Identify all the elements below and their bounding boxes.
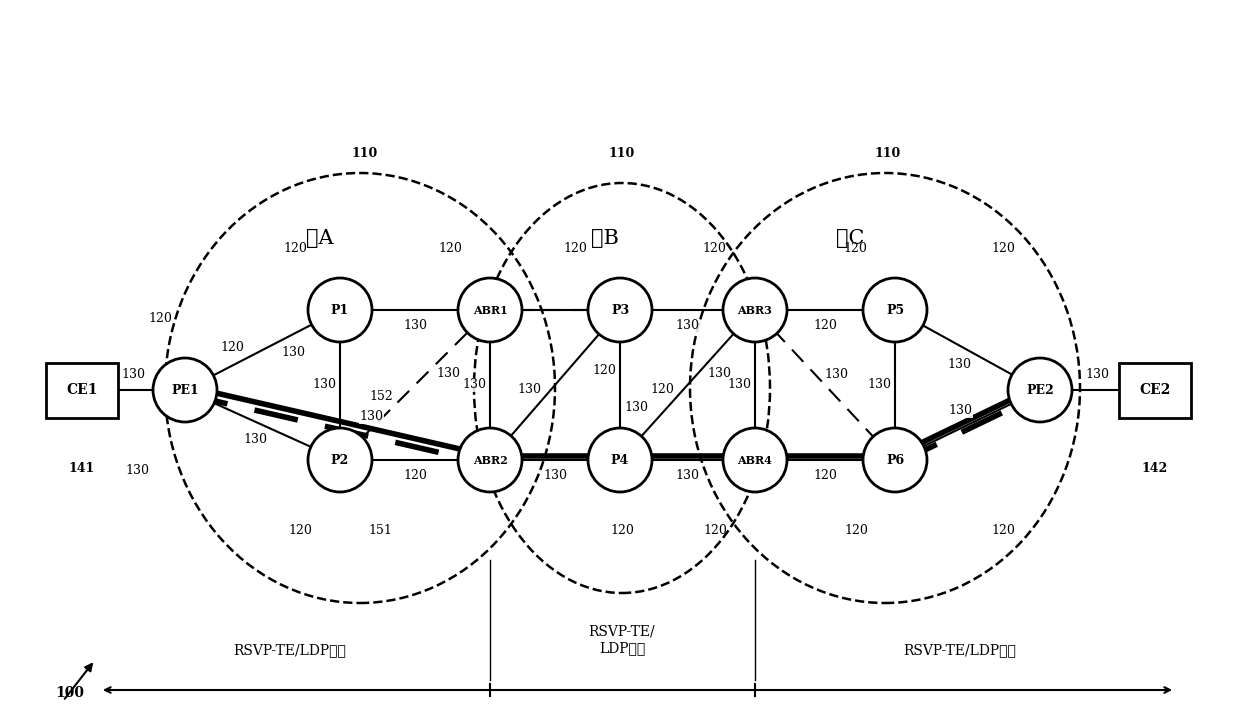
Circle shape [723,278,787,342]
Text: PE2: PE2 [1027,384,1054,397]
Text: RSVP-TE/LDP信令: RSVP-TE/LDP信令 [904,643,1017,657]
Text: 120: 120 [610,523,634,536]
Text: P3: P3 [611,303,629,316]
Circle shape [863,278,928,342]
Circle shape [588,278,652,342]
Text: 120: 120 [813,469,837,482]
Text: 130: 130 [624,401,649,414]
Text: 120: 120 [843,242,867,255]
Text: 域A: 域A [306,229,334,248]
Text: ABR1: ABR1 [472,305,507,316]
Text: 130: 130 [436,367,461,380]
Text: 130: 130 [727,379,751,392]
Text: P2: P2 [331,453,350,466]
Text: 130: 130 [708,366,732,379]
Text: 130: 130 [949,404,972,417]
Text: 130: 130 [825,368,848,381]
Text: 120: 120 [991,242,1014,255]
Text: 130: 130 [676,319,699,332]
Text: CE1: CE1 [66,383,98,397]
Text: ABR4: ABR4 [738,455,773,466]
Text: 110: 110 [875,147,901,160]
Text: RSVP-TE/
LDP信令: RSVP-TE/ LDP信令 [589,625,655,655]
Text: 120: 120 [991,523,1014,536]
Text: 120: 120 [650,383,675,396]
Text: 110: 110 [609,147,635,160]
FancyBboxPatch shape [46,363,118,418]
Text: 130: 130 [676,469,699,482]
FancyBboxPatch shape [1118,363,1190,418]
Text: PE1: PE1 [171,384,198,397]
Text: 120: 120 [844,523,868,536]
Text: 120: 120 [148,311,172,324]
Text: 130: 130 [122,368,145,381]
Text: 130: 130 [403,319,427,332]
Circle shape [458,278,522,342]
Circle shape [863,428,928,492]
Text: 110: 110 [352,147,378,160]
Text: 130: 130 [518,383,542,396]
Text: 130: 130 [1085,368,1110,381]
Text: 120: 120 [591,363,616,376]
Text: 120: 120 [283,242,308,255]
Text: 120: 120 [702,242,725,255]
Text: 120: 120 [563,242,587,255]
Text: 130: 130 [281,346,305,358]
Text: 120: 120 [219,341,244,354]
Circle shape [588,428,652,492]
Text: 120: 120 [813,319,837,332]
Text: 域B: 域B [591,229,619,248]
Text: 130: 130 [125,463,149,476]
Text: ABR2: ABR2 [472,455,507,466]
Text: P6: P6 [885,453,904,466]
Circle shape [308,278,372,342]
Text: 141: 141 [69,461,95,474]
Text: 100: 100 [55,686,84,700]
Text: 130: 130 [947,358,972,371]
Text: 130: 130 [312,379,336,392]
Text: RSVP-TE/LDP信令: RSVP-TE/LDP信令 [233,643,346,657]
Text: 151: 151 [368,523,392,536]
Circle shape [458,428,522,492]
Text: P1: P1 [331,303,350,316]
Text: 120: 120 [288,523,312,536]
Text: 130: 130 [463,379,486,392]
Text: 142: 142 [1142,461,1168,474]
Circle shape [723,428,787,492]
Text: 130: 130 [244,433,268,446]
Text: 120: 120 [703,523,727,536]
Text: 120: 120 [403,469,427,482]
Circle shape [1008,358,1073,422]
Text: ABR3: ABR3 [738,305,773,316]
Text: P4: P4 [611,453,629,466]
Text: 130: 130 [867,379,892,392]
Text: CE2: CE2 [1140,383,1171,397]
Text: 152: 152 [370,390,393,403]
Text: 130: 130 [360,410,383,423]
Text: 120: 120 [438,242,463,255]
Text: 域C: 域C [836,229,864,248]
Text: 130: 130 [543,469,567,482]
Circle shape [308,428,372,492]
Text: P5: P5 [885,303,904,316]
Circle shape [153,358,217,422]
